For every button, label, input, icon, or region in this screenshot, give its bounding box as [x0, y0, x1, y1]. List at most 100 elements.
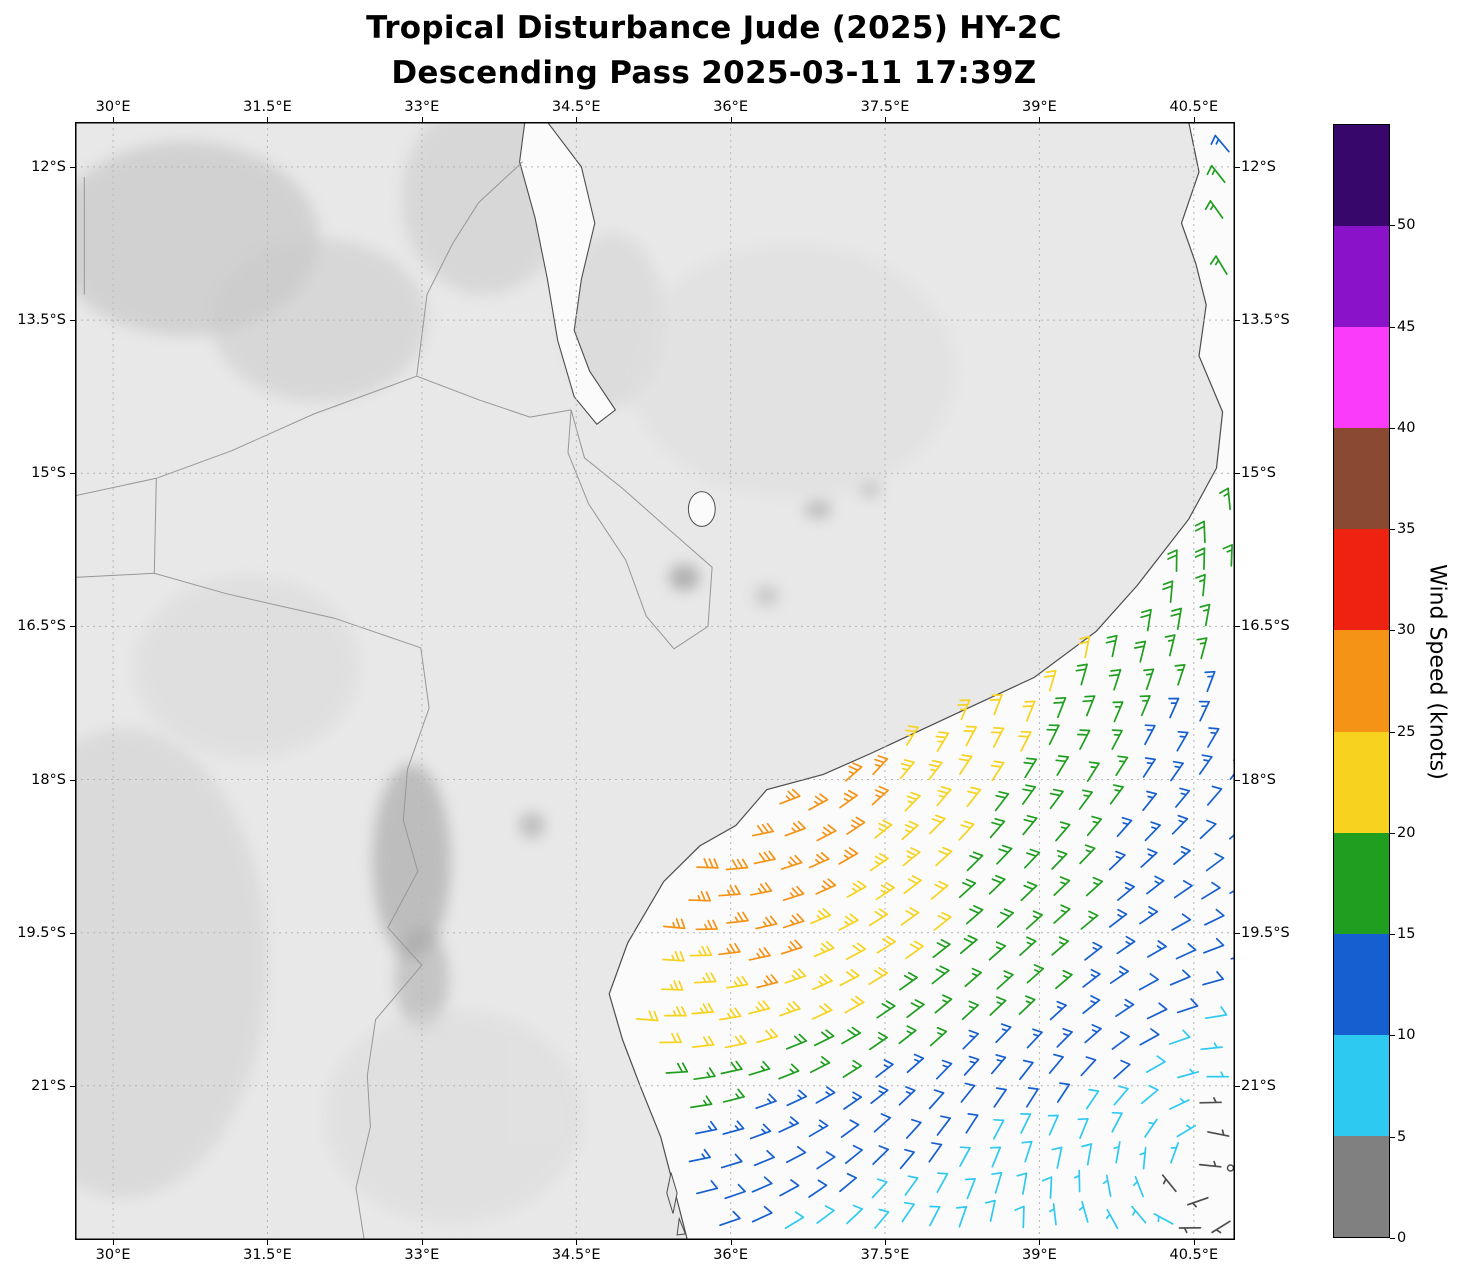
lon-tick-label-bottom: 39°E: [1021, 1247, 1057, 1263]
country-border: [75, 572, 421, 649]
lon-tick-mark-top: [730, 117, 732, 122]
graticule: [75, 122, 1235, 1240]
country-border: [567, 409, 713, 650]
colorbar-band: [1334, 932, 1389, 1035]
lat-tick-label-left: 18°S: [31, 771, 66, 788]
colorbar-band: [1334, 1033, 1389, 1136]
lat-tick-mark-left: [70, 320, 75, 322]
lat-tick-mark-left: [70, 779, 75, 781]
wind-barbs: [635, 134, 1235, 1234]
colorbar-tick-mark: [1390, 832, 1395, 834]
colorbar-tick-mark: [1390, 1238, 1395, 1239]
lat-tick-label-right: 19.5°S: [1241, 924, 1290, 941]
lat-tick-mark-right: [1235, 320, 1240, 322]
country-border: [355, 647, 430, 1240]
lon-tick-label-bottom: 33°E: [404, 1247, 440, 1263]
lat-tick-label-left: 21°S: [31, 1077, 66, 1094]
small-lake: [687, 491, 716, 527]
colorbar-tick-label: 15: [1397, 926, 1416, 943]
lat-tick-label-left: 15°S: [31, 465, 66, 482]
lat-tick-label-left: 13.5°S: [17, 312, 66, 329]
lon-tick-mark-bottom: [730, 1240, 732, 1245]
colorbar: [1333, 124, 1390, 1238]
lon-tick-label-top: 37.5°E: [860, 99, 910, 115]
lon-tick-mark-top: [576, 117, 578, 122]
lon-tick-label-bottom: 40.5°E: [1169, 1247, 1219, 1263]
lat-tick-label-right: 16.5°S: [1241, 618, 1290, 635]
lon-tick-mark-top: [885, 117, 887, 122]
colorbar-band: [1334, 528, 1389, 631]
colorbar-tick-label: 5: [1397, 1128, 1407, 1145]
colorbar-band: [1334, 629, 1389, 732]
colorbar-tick-label: 20: [1397, 824, 1416, 841]
colorbar-tick-label: 45: [1397, 318, 1416, 335]
lat-tick-label-left: 12°S: [31, 158, 66, 175]
lon-tick-label-top: 40.5°E: [1169, 99, 1219, 115]
island: [666, 1172, 678, 1214]
lat-tick-mark-left: [70, 932, 75, 934]
lat-tick-mark-right: [1235, 166, 1240, 168]
lat-tick-label-left: 16.5°S: [17, 618, 66, 635]
lake-malawi: [519, 122, 617, 425]
colorbar-tick-label: 35: [1397, 521, 1416, 538]
map-canvas: [75, 122, 1235, 1240]
colorbar-band: [1334, 225, 1389, 328]
lat-tick-label-right: 15°S: [1241, 465, 1276, 482]
lon-tick-mark-top: [1193, 117, 1195, 122]
lat-tick-label-right: 13.5°S: [1241, 312, 1290, 329]
lon-tick-label-bottom: 31.5°E: [243, 1247, 292, 1263]
lon-tick-mark-bottom: [113, 1240, 115, 1245]
lon-tick-label-bottom: 36°E: [713, 1247, 749, 1263]
lon-tick-mark-bottom: [1039, 1240, 1041, 1245]
lat-tick-label-right: 21°S: [1241, 1077, 1276, 1094]
lon-tick-label-top: 39°E: [1021, 99, 1057, 115]
colorbar-tick-mark: [1390, 934, 1395, 936]
lat-tick-mark-right: [1235, 1085, 1240, 1087]
lat-tick-mark-left: [70, 626, 75, 628]
colorbar-tick-label: 10: [1397, 1027, 1416, 1044]
lon-tick-label-top: 30°E: [95, 99, 131, 115]
country-border: [75, 375, 572, 497]
lat-tick-label-left: 19.5°S: [17, 924, 66, 941]
colorbar-tick-label: 50: [1397, 217, 1416, 234]
colorbar-band: [1334, 427, 1389, 530]
island: [676, 1216, 687, 1236]
country-border: [416, 161, 524, 377]
colorbar-tick-label: 40: [1397, 419, 1416, 436]
title-line-2: Descending Pass 2025-03-11 17:39Z: [391, 55, 1037, 91]
colorbar-tick-mark: [1390, 1136, 1395, 1138]
colorbar-tick-label: 25: [1397, 723, 1416, 740]
colorbar-tick-mark: [1390, 529, 1395, 531]
lon-tick-mark-bottom: [885, 1240, 887, 1245]
colorbar-tick-label: 30: [1397, 622, 1416, 639]
lon-tick-mark-top: [421, 117, 423, 122]
lat-tick-mark-left: [70, 1085, 75, 1087]
colorbar-band: [1334, 125, 1389, 227]
map-frame: [75, 122, 1235, 1240]
figure-title: Tropical Disturbance Jude (2025) HY-2C D…: [0, 6, 1428, 96]
lon-tick-label-bottom: 34.5°E: [551, 1247, 601, 1263]
country-border: [153, 478, 157, 574]
lat-tick-mark-left: [70, 166, 75, 168]
lon-tick-mark-top: [113, 117, 115, 122]
lon-tick-mark-top: [1039, 117, 1041, 122]
colorbar-tick-mark: [1390, 326, 1395, 328]
lat-tick-mark-right: [1235, 932, 1240, 934]
colorbar-band: [1334, 730, 1389, 833]
lat-tick-label-right: 12°S: [1241, 158, 1276, 175]
colorbar-band: [1334, 831, 1389, 934]
lon-tick-label-top: 31.5°E: [243, 99, 292, 115]
colorbar-label: Wind Speed (knots): [1424, 564, 1450, 780]
colorbar-band: [1334, 326, 1389, 429]
lon-tick-label-bottom: 30°E: [95, 1247, 131, 1263]
colorbar-tick-mark: [1390, 1035, 1395, 1037]
lon-tick-label-bottom: 37.5°E: [860, 1247, 910, 1263]
colorbar-tick-mark: [1390, 225, 1395, 227]
lat-tick-mark-right: [1235, 473, 1240, 475]
map-panel: [75, 122, 1235, 1240]
colorbar-tick-mark: [1390, 427, 1395, 429]
lon-tick-mark-bottom: [1193, 1240, 1195, 1245]
lon-tick-label-top: 33°E: [404, 99, 440, 115]
lon-tick-label-top: 36°E: [713, 99, 749, 115]
